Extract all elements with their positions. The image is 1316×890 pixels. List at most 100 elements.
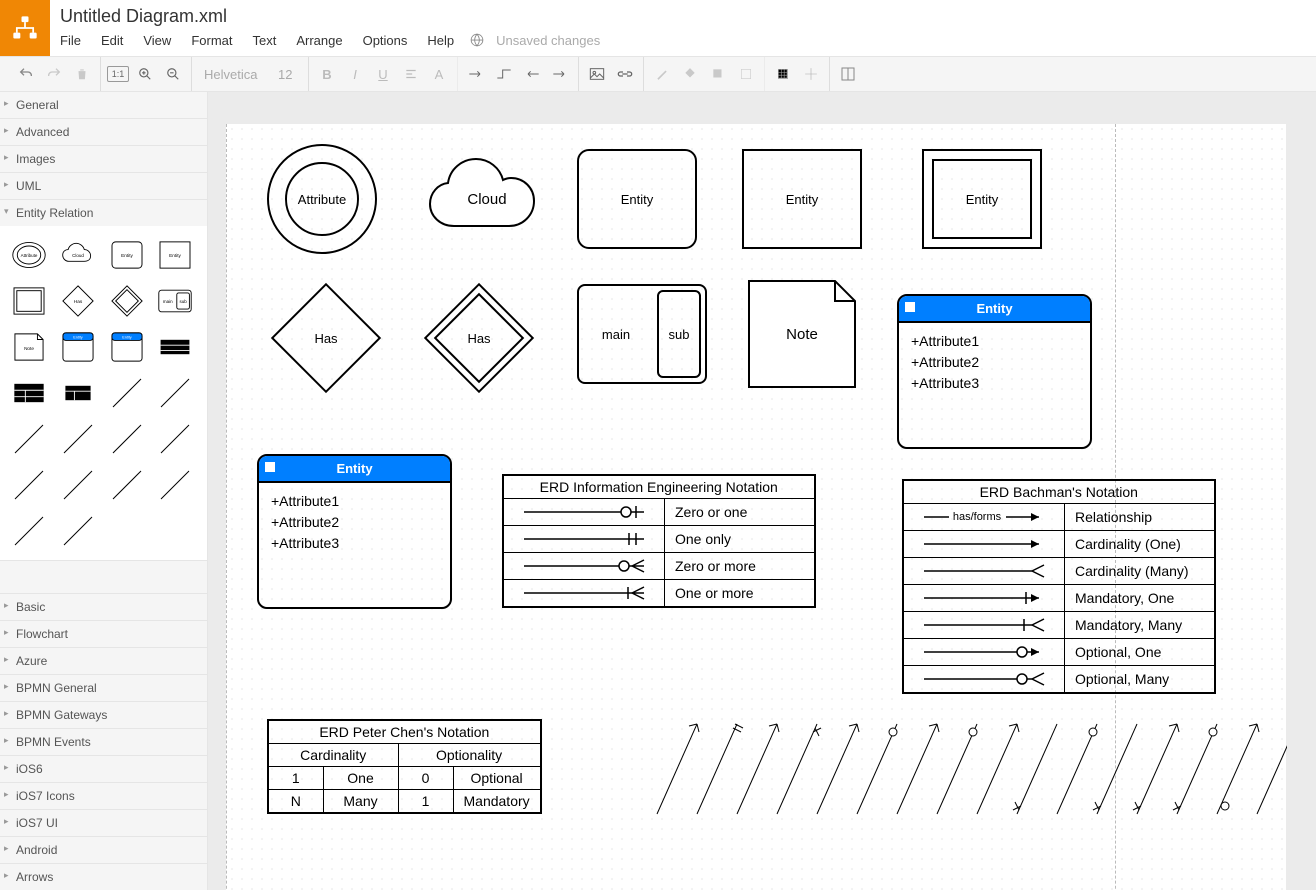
svg-text:Note: Note — [24, 346, 34, 351]
shape-entity-round[interactable]: Entity — [577, 149, 697, 249]
collapse-icon[interactable]: − — [905, 302, 915, 312]
shadow-button[interactable] — [706, 62, 730, 86]
canvas-area[interactable]: Attribute Cloud Entity Entity Entity Has… — [208, 92, 1316, 890]
line-end-button[interactable] — [548, 62, 572, 86]
shape-cloud[interactable]: Cloud — [422, 154, 552, 244]
palette-attribute[interactable]: Attribute — [8, 234, 50, 276]
menu-text[interactable]: Text — [242, 31, 286, 50]
shape-has-diamond[interactable]: Has — [287, 299, 365, 377]
sidebar-section-uml[interactable]: UML — [0, 173, 207, 199]
palette-line-8[interactable] — [57, 464, 99, 506]
palette-entity-box-blue2[interactable]: Entity — [106, 326, 148, 368]
menu-options[interactable]: Options — [353, 31, 418, 50]
bold-button[interactable]: B — [315, 62, 339, 86]
connector-lines-row[interactable] — [647, 714, 1287, 824]
palette-line-5[interactable] — [106, 418, 148, 460]
palette-entity-round[interactable]: Entity — [106, 234, 148, 276]
palette-line-6[interactable] — [154, 418, 196, 460]
font-color-button[interactable]: A — [427, 62, 451, 86]
sidebar-section-images[interactable]: Images — [0, 146, 207, 172]
zoom-in-button[interactable] — [133, 62, 157, 86]
palette-line-2[interactable] — [154, 372, 196, 414]
font-family-input[interactable] — [198, 65, 268, 84]
sidebar-section-flowchart[interactable]: Flowchart — [0, 620, 207, 647]
gradient-button[interactable] — [734, 62, 758, 86]
shape-attribute[interactable]: Attribute — [267, 144, 377, 254]
italic-button[interactable]: I — [343, 62, 367, 86]
erd-ie-table[interactable]: ERD Information Engineering Notation Zer… — [502, 474, 816, 608]
chen-cell: Mandatory — [453, 790, 541, 814]
sidebar-section-azure[interactable]: Azure — [0, 647, 207, 674]
menu-help[interactable]: Help — [417, 31, 464, 50]
connection-button[interactable] — [464, 62, 488, 86]
sidebar-section-bpmn-general[interactable]: BPMN General — [0, 674, 207, 701]
document-title[interactable]: Untitled Diagram.xml — [60, 0, 1316, 28]
sidebar-section-general[interactable]: General — [0, 92, 207, 118]
palette-table-grid[interactable] — [8, 372, 50, 414]
sidebar-section-arrows[interactable]: Arrows — [0, 863, 207, 890]
palette-line-12[interactable] — [57, 510, 99, 552]
line-color-button[interactable] — [650, 62, 674, 86]
menu-file[interactable]: File — [60, 31, 91, 50]
shape-entity-box-1[interactable]: −Entity +Attribute1 +Attribute2 +Attribu… — [897, 294, 1092, 449]
menu-format[interactable]: Format — [181, 31, 242, 50]
palette-line-3[interactable] — [8, 418, 50, 460]
menu-view[interactable]: View — [133, 31, 181, 50]
globe-icon[interactable] — [470, 33, 484, 47]
shape-entity-box-2[interactable]: −Entity +Attribute1 +Attribute2 +Attribu… — [257, 454, 452, 609]
sidebar-section-ios6[interactable]: iOS6 — [0, 755, 207, 782]
collapse-icon[interactable]: − — [265, 462, 275, 472]
fill-color-button[interactable] — [678, 62, 702, 86]
sidebar-section-ios7-icons[interactable]: iOS7 Icons — [0, 782, 207, 809]
menu-arrange[interactable]: Arrange — [286, 31, 352, 50]
actual-size-button[interactable]: 1:1 — [107, 66, 129, 82]
palette-line-4[interactable] — [57, 418, 99, 460]
palette-entity-box-blue[interactable]: Entity — [57, 326, 99, 368]
zoom-out-button[interactable] — [161, 62, 185, 86]
sidebar-section-ios7-ui[interactable]: iOS7 UI — [0, 809, 207, 836]
shape-entity-double[interactable]: Entity — [922, 149, 1042, 249]
palette-table-small[interactable] — [57, 372, 99, 414]
palette-cloud[interactable]: Cloud — [57, 234, 99, 276]
palette-line-1[interactable] — [106, 372, 148, 414]
canvas[interactable]: Attribute Cloud Entity Entity Entity Has… — [226, 124, 1286, 890]
palette-note[interactable]: Note — [8, 326, 50, 368]
delete-button[interactable] — [70, 62, 94, 86]
palette-line-10[interactable] — [154, 464, 196, 506]
outline-button[interactable] — [836, 62, 860, 86]
palette-entity-rect[interactable]: Entity — [154, 234, 196, 276]
grid-button[interactable] — [771, 62, 795, 86]
shape-entity-rect[interactable]: Entity — [742, 149, 862, 249]
shape-note[interactable]: Note — [747, 279, 857, 389]
shape-has-double-diamond[interactable]: Has — [440, 299, 518, 377]
palette-line-11[interactable] — [8, 510, 50, 552]
palette-weak-entity[interactable]: mainsub — [154, 280, 196, 322]
font-size-input[interactable] — [272, 65, 302, 84]
align-button[interactable] — [399, 62, 423, 86]
erd-bachman-table[interactable]: ERD Bachman's Notation has/formsRelation… — [902, 479, 1216, 694]
sidebar-section-bpmn-gateways[interactable]: BPMN Gateways — [0, 701, 207, 728]
sidebar-section-basic[interactable]: Basic — [0, 593, 207, 620]
palette-table-dark[interactable] — [154, 326, 196, 368]
palette-line-9[interactable] — [106, 464, 148, 506]
redo-button[interactable] — [42, 62, 66, 86]
line-start-button[interactable] — [520, 62, 544, 86]
palette-entity-double[interactable] — [8, 280, 50, 322]
shape-weak-entity[interactable]: main sub — [577, 284, 707, 384]
palette-line-7[interactable] — [8, 464, 50, 506]
palette-has-double[interactable] — [106, 280, 148, 322]
waypoint-button[interactable] — [492, 62, 516, 86]
sidebar-section-bpmn-events[interactable]: BPMN Events — [0, 728, 207, 755]
underline-button[interactable]: U — [371, 62, 395, 86]
app-logo[interactable] — [0, 0, 50, 56]
sidebar-section-entity-relation[interactable]: Entity Relation — [0, 200, 207, 226]
erd-chen-table[interactable]: ERD Peter Chen's Notation CardinalityOpt… — [267, 719, 542, 814]
image-button[interactable] — [585, 62, 609, 86]
menu-edit[interactable]: Edit — [91, 31, 133, 50]
link-button[interactable] — [613, 62, 637, 86]
palette-has-diamond[interactable]: Has — [57, 280, 99, 322]
sidebar-section-advanced[interactable]: Advanced — [0, 119, 207, 145]
undo-button[interactable] — [14, 62, 38, 86]
guides-button[interactable] — [799, 62, 823, 86]
sidebar-section-android[interactable]: Android — [0, 836, 207, 863]
